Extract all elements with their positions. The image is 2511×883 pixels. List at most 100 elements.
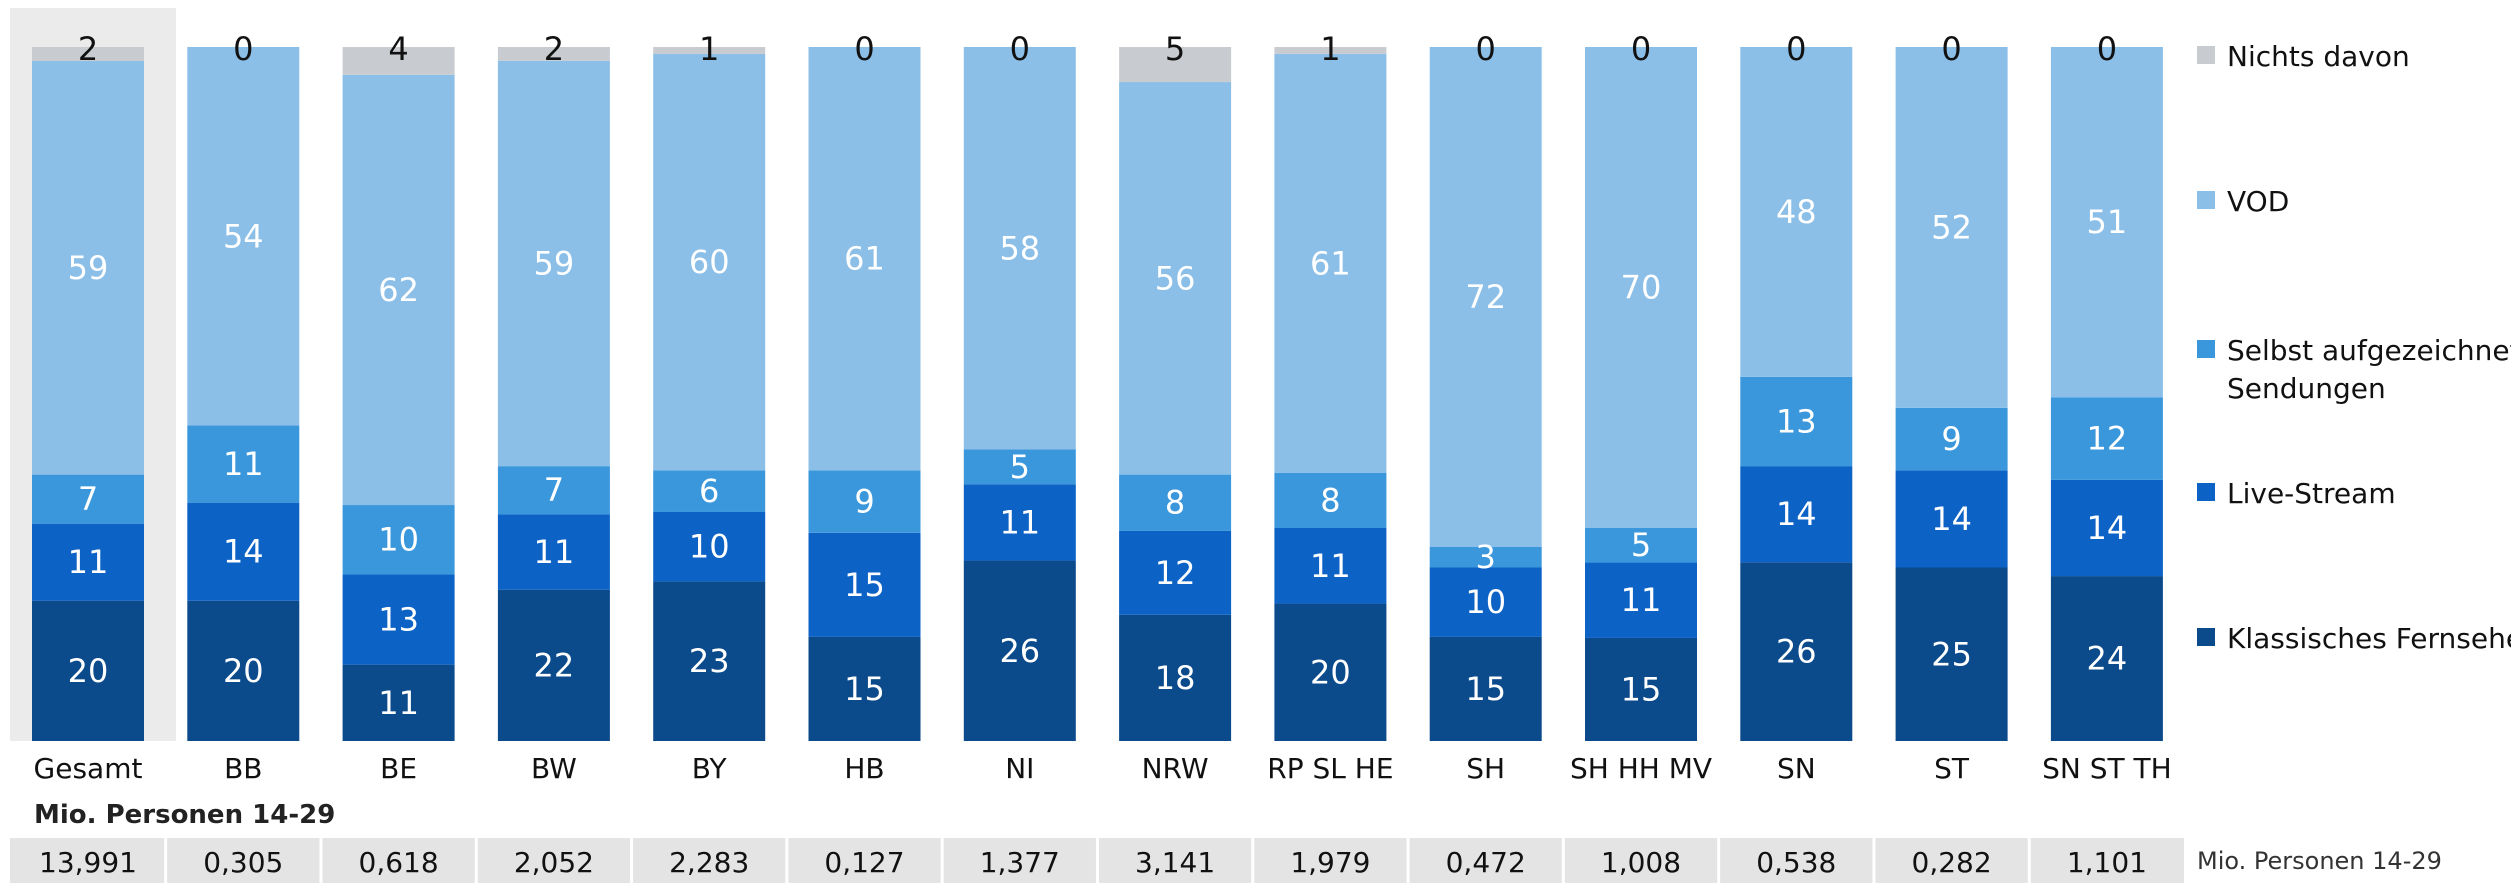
value-label-sh-klassisches-fernsehen: 15 bbox=[1465, 670, 1506, 708]
bar-segment-nrw-nichts-davon bbox=[1119, 47, 1232, 83]
bar-value-labels: 2011759220141154011131062422117592231066… bbox=[68, 30, 2128, 722]
bar-segment-gesamt-nichts-davon bbox=[32, 47, 144, 62]
bar-segment-by-klassisches-fernsehen bbox=[653, 581, 766, 741]
value-label-by-live-stream: 10 bbox=[689, 528, 730, 566]
value-label-bb-selbst-aufgezeichnete-sendungen: 11 bbox=[223, 445, 264, 483]
population-value-be: 0,618 bbox=[359, 846, 439, 879]
category-label-be: BE bbox=[380, 752, 417, 785]
value-label-gesamt-vod: 59 bbox=[68, 249, 109, 287]
value-label-be-selbst-aufgezeichnete-sendungen: 10 bbox=[378, 521, 419, 559]
population-value-bb: 0,305 bbox=[203, 846, 283, 879]
value-label-bb-klassisches-fernsehen: 20 bbox=[223, 652, 264, 690]
bar-segment-st-vod bbox=[1895, 47, 2008, 408]
value-label-sh-hh-mv-klassisches-fernsehen: 15 bbox=[1621, 670, 1662, 708]
category-label-sn-st-th: SN ST TH bbox=[2042, 752, 2172, 785]
value-label-bw-vod: 59 bbox=[534, 244, 575, 282]
bar-segment-ni-vod bbox=[963, 47, 1076, 450]
value-label-hb-klassisches-fernsehen: 15 bbox=[844, 670, 885, 708]
bar-segment-sh-vod bbox=[1429, 47, 1542, 547]
value-label-sh-hh-mv-live-stream: 11 bbox=[1621, 581, 1662, 619]
value-label-bb-vod: 54 bbox=[223, 217, 264, 255]
category-label-sh: SH bbox=[1466, 752, 1505, 785]
bar-segment-rp-sl-he-nichts-davon bbox=[1274, 47, 1387, 54]
legend-swatch-selbst-aufgezeichnete-sendungen bbox=[2197, 340, 2215, 358]
value-label-nrw-selbst-aufgezeichnete-sendungen: 8 bbox=[1165, 484, 1185, 522]
legend-swatch-live-stream bbox=[2197, 483, 2215, 501]
bar-segment-sn-selbst-aufgezeichnete-sendungen bbox=[1740, 376, 1853, 467]
bar-segment-rp-sl-he-vod bbox=[1274, 53, 1387, 474]
value-label-sn-st-th-selbst-aufgezeichnete-sendungen: 12 bbox=[2087, 420, 2128, 458]
bar-segment-ni-klassisches-fernsehen bbox=[963, 560, 1076, 741]
population-value-st: 0,282 bbox=[1912, 846, 1992, 879]
bar-segment-sh-klassisches-fernsehen bbox=[1429, 636, 1542, 741]
value-label-hb-vod: 61 bbox=[844, 240, 885, 278]
value-label-sn-live-stream: 14 bbox=[1776, 495, 1817, 533]
value-label-ni-klassisches-fernsehen: 26 bbox=[999, 632, 1040, 670]
legend-swatch-klassisches-fernsehen bbox=[2197, 628, 2215, 646]
category-label-hb: HB bbox=[844, 752, 884, 785]
bar-segment-sn-st-th-vod bbox=[2050, 47, 2163, 398]
population-row-label: Mio. Personen 14-29 bbox=[34, 800, 335, 830]
bar-segment-by-live-stream bbox=[653, 511, 766, 582]
bars bbox=[32, 47, 2163, 741]
value-label-sn-st-th-vod: 51 bbox=[2087, 203, 2128, 241]
bar-segment-nrw-live-stream bbox=[1119, 530, 1232, 615]
category-label-st: ST bbox=[1934, 752, 1970, 785]
value-label-rp-sl-he-vod: 61 bbox=[1310, 244, 1351, 282]
bar-segment-bb-klassisches-fernsehen bbox=[187, 600, 300, 741]
bar-segment-sn-vod bbox=[1740, 47, 1853, 377]
bar-segment-hb-selbst-aufgezeichnete-sendungen bbox=[808, 470, 921, 533]
value-label-ni-vod: 58 bbox=[999, 229, 1040, 267]
legend-swatch-vod bbox=[2197, 191, 2215, 209]
value-label-be-nichts-davon: 4 bbox=[388, 30, 408, 68]
population-value-ni: 1,377 bbox=[980, 846, 1060, 879]
bar-segment-sn-st-th-selbst-aufgezeichnete-sendungen bbox=[2050, 397, 2163, 480]
value-label-sn-selbst-aufgezeichnete-sendungen: 13 bbox=[1776, 402, 1817, 440]
value-label-hb-live-stream: 15 bbox=[844, 566, 885, 604]
value-label-nrw-nichts-davon: 5 bbox=[1165, 30, 1185, 68]
category-label-sh-hh-mv: SH HH MV bbox=[1570, 752, 1712, 785]
bar-segment-be-klassisches-fernsehen bbox=[342, 664, 455, 741]
population-value-sh: 0,472 bbox=[1446, 846, 1526, 879]
bar-segment-sh-live-stream bbox=[1429, 567, 1542, 637]
bar-segment-by-nichts-davon bbox=[653, 47, 766, 54]
bar-segment-st-live-stream bbox=[1895, 470, 2008, 568]
category-label-rp-sl-he: RP SL HE bbox=[1267, 752, 1393, 785]
value-label-sh-hh-mv-nichts-davon: 0 bbox=[1631, 30, 1651, 68]
value-label-hb-selbst-aufgezeichnete-sendungen: 9 bbox=[854, 483, 874, 521]
bar-segment-st-klassisches-fernsehen bbox=[1895, 567, 2008, 741]
bar-segment-sn-st-th-klassisches-fernsehen bbox=[2050, 576, 2163, 741]
bar-segment-gesamt-klassisches-fernsehen bbox=[32, 600, 144, 741]
legend-label-nichts-davon: Nichts davon bbox=[2227, 40, 2410, 73]
bar-segment-sn-st-th-live-stream bbox=[2050, 479, 2163, 577]
bar-segment-nrw-klassisches-fernsehen bbox=[1119, 614, 1232, 741]
value-label-ni-live-stream: 11 bbox=[999, 503, 1040, 541]
bar-segment-be-live-stream bbox=[342, 574, 455, 665]
value-label-sh-live-stream: 10 bbox=[1465, 583, 1506, 621]
bar-segment-sh-hh-mv-vod bbox=[1585, 47, 1697, 528]
bar-segment-by-selbst-aufgezeichnete-sendungen bbox=[653, 470, 766, 512]
category-label-by: BY bbox=[692, 752, 728, 785]
value-label-sn-st-th-klassisches-fernsehen: 24 bbox=[2087, 640, 2128, 678]
value-label-by-nichts-davon: 1 bbox=[699, 30, 719, 68]
bar-segment-be-nichts-davon bbox=[342, 47, 455, 75]
population-value-bw: 2,052 bbox=[514, 846, 594, 879]
bar-segment-sn-live-stream bbox=[1740, 466, 1853, 563]
category-label-nrw: NRW bbox=[1142, 752, 1209, 785]
value-label-bw-nichts-davon: 2 bbox=[544, 30, 564, 68]
value-label-ni-selbst-aufgezeichnete-sendungen: 5 bbox=[1010, 448, 1030, 486]
value-label-sh-hh-mv-selbst-aufgezeichnete-sendungen: 5 bbox=[1631, 526, 1651, 564]
bar-segment-hb-live-stream bbox=[808, 532, 921, 637]
value-label-bb-nichts-davon: 0 bbox=[233, 30, 253, 68]
population-value-rp-sl-he: 1,979 bbox=[1290, 846, 1370, 879]
value-label-sh-selbst-aufgezeichnete-sendungen: 3 bbox=[1476, 538, 1496, 576]
value-label-gesamt-selbst-aufgezeichnete-sendungen: 7 bbox=[78, 480, 98, 518]
bar-segment-hb-klassisches-fernsehen bbox=[808, 636, 921, 741]
bar-segment-bb-selbst-aufgezeichnete-sendungen bbox=[187, 425, 300, 503]
population-value-nrw: 3,141 bbox=[1135, 846, 1215, 879]
category-label-gesamt: Gesamt bbox=[34, 752, 143, 785]
bar-segment-rp-sl-he-selbst-aufgezeichnete-sendungen bbox=[1274, 473, 1387, 528]
bar-segment-ni-live-stream bbox=[963, 484, 1076, 561]
value-label-sh-vod: 72 bbox=[1465, 278, 1506, 316]
bar-segment-bw-live-stream bbox=[497, 514, 610, 590]
